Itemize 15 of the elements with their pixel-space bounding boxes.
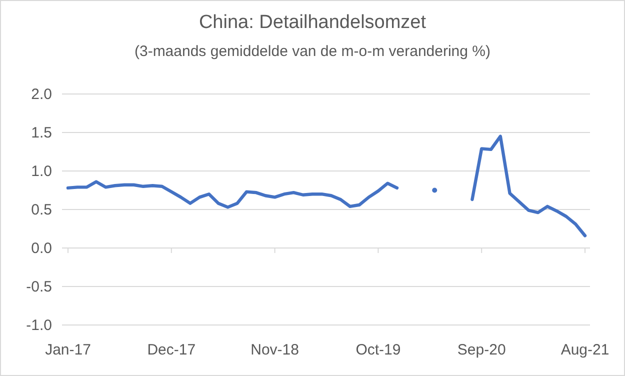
y-tick-label: 0.0 (31, 240, 52, 257)
y-tick-label: -0.5 (26, 278, 52, 296)
x-tick-label: Sep-20 (457, 342, 506, 359)
y-tick-label: 1.5 (31, 124, 52, 142)
x-tick-label: Dec-17 (147, 342, 196, 359)
x-tick-label: Nov-18 (250, 342, 299, 359)
x-tick-label: Jan-17 (45, 342, 91, 359)
y-tick-label: 2.0 (31, 86, 52, 103)
x-tick-label: Aug-21 (560, 342, 610, 359)
y-tick-label: -1.0 (26, 316, 52, 334)
y-tick-label: 0.5 (31, 201, 52, 218)
chart-subtitle: (3-maands gemiddelde van de m-o-m verandering %) (134, 43, 491, 60)
y-tick-label: 1.0 (31, 162, 52, 180)
x-tick-label: Oct-19 (356, 342, 401, 359)
chart-title: China: Detailhandelsomzet (198, 12, 427, 33)
